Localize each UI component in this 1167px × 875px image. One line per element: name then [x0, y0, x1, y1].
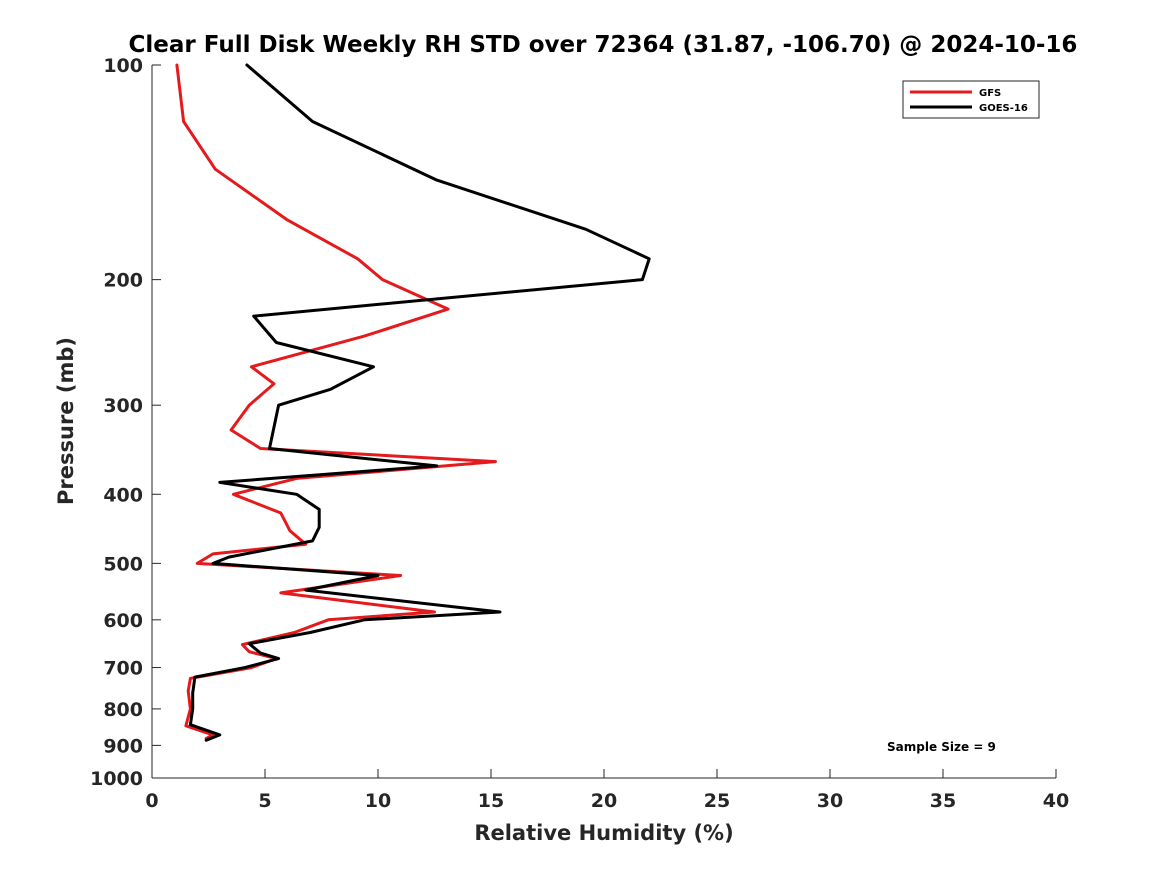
plot-area: 0 5 10 15 20 25 30 35 40 100 200 300 400 500 600 700 80… — [90, 55, 1069, 812]
series-line-gfs — [175, 63, 497, 740]
chart-title: Clear Full Disk Weekly RH STD over 72364… — [129, 32, 1078, 58]
legend-label-goes16: GOES-16 — [979, 103, 1028, 114]
x-tick-label: 25 — [704, 790, 730, 812]
y-tick-label: 500 — [103, 553, 143, 575]
y-tick-label: 900 — [103, 735, 143, 757]
legend-box — [902, 80, 1040, 119]
x-tick-label: 20 — [591, 790, 617, 812]
series-group — [175, 63, 651, 742]
y-tick-label: 1000 — [90, 768, 143, 790]
x-tick-label: 5 — [258, 790, 271, 812]
x-axis-ticks: 0 5 10 15 20 25 30 35 40 — [145, 769, 1069, 812]
y-axis-ticks: 100 200 300 400 500 600 700 800 900 1000 — [90, 55, 161, 790]
legend-label-gfs: GFS — [979, 88, 1001, 99]
sample-size-annotation: Sample Size = 9 — [887, 740, 996, 754]
y-tick-label: 300 — [103, 395, 143, 417]
y-axis-label: Pressure (mb) — [54, 337, 78, 505]
x-tick-label: 35 — [930, 790, 956, 812]
y-tick-label: 100 — [103, 55, 143, 77]
series-line-goes16 — [188, 63, 651, 742]
y-tick-label: 600 — [103, 610, 143, 632]
x-axis-label: Relative Humidity (%) — [474, 821, 733, 845]
x-tick-label: 30 — [817, 790, 843, 812]
y-tick-label: 400 — [103, 484, 143, 506]
y-tick-label: 700 — [103, 658, 143, 680]
x-tick-label: 40 — [1043, 790, 1069, 812]
y-tick-label: 800 — [103, 699, 143, 721]
y-tick-label: 200 — [103, 270, 143, 292]
x-tick-label: 10 — [365, 790, 391, 812]
x-tick-label: 0 — [145, 790, 158, 812]
legend: GFS GOES-16 — [902, 80, 1040, 119]
x-tick-label: 15 — [478, 790, 504, 812]
